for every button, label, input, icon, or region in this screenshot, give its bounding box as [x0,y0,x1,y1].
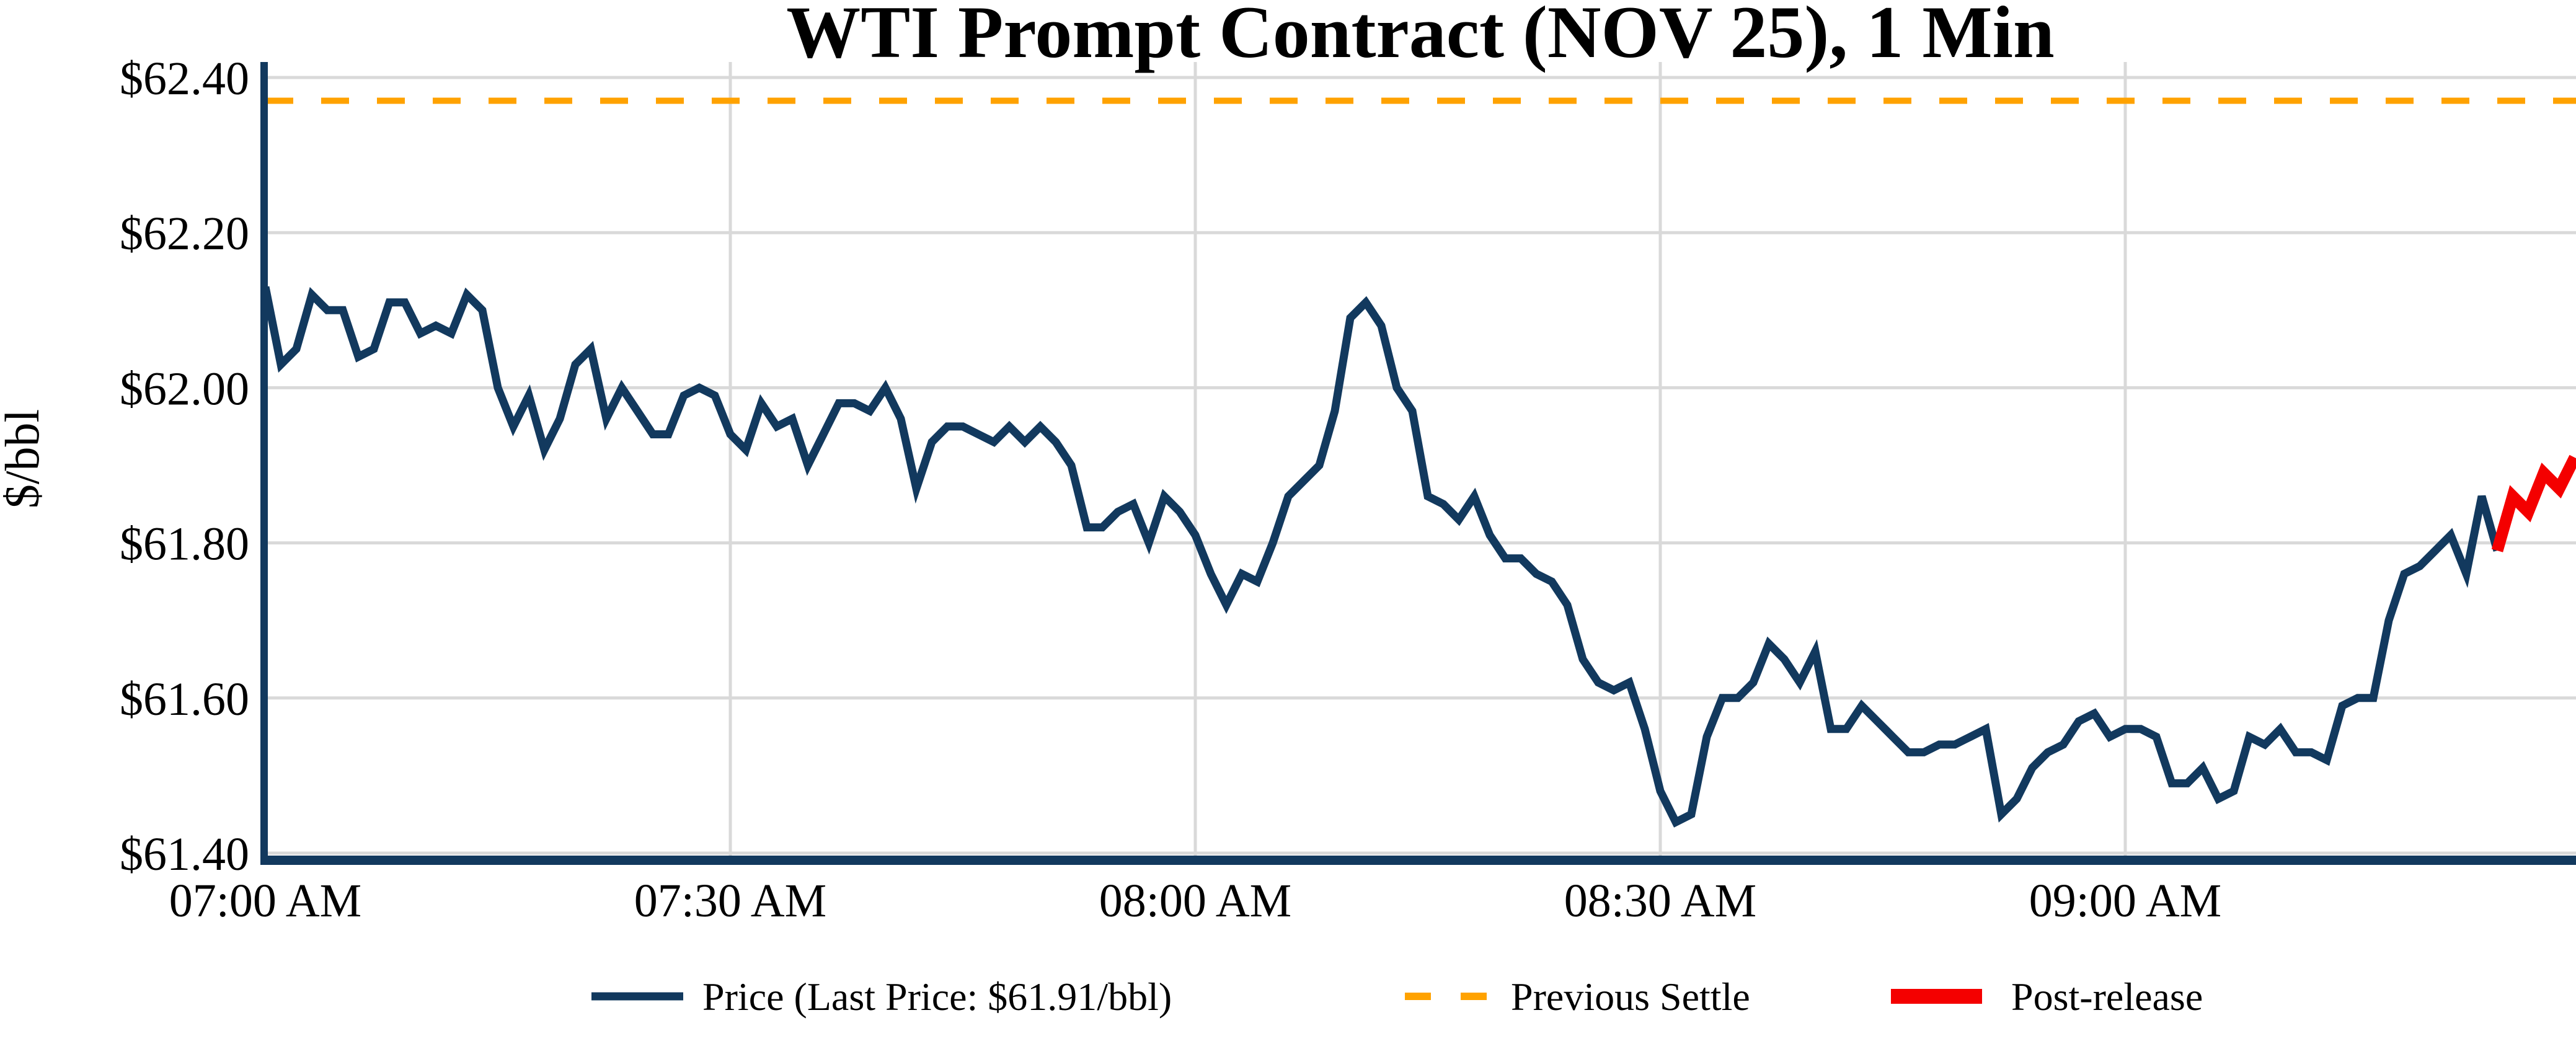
y-axis-spine [260,62,268,864]
legend-price-label: Price (Last Price: $61.91/bbl) [702,975,1172,1019]
y-tick-label: $62.00 [120,363,249,415]
y-tick-labels: $61.40 $61.60 $61.80 $62.00 $62.20 $62.40 [120,53,249,880]
y-tick-label: $61.60 [120,673,249,725]
x-tick-labels: 07:00 AM 07:30 AM 08:00 AM 08:30 AM 09:00 AM [169,875,2221,927]
price-line [261,286,2502,828]
gridlines [260,62,2576,859]
y-tick-label: $61.80 [120,518,249,570]
y-tick-label: $61.40 [120,828,249,880]
x-axis-spine [260,856,2576,865]
x-tick-label: 07:30 AM [634,875,826,927]
y-tick-label: $62.40 [120,53,249,105]
legend: Price (Last Price: $61.91/bbl) Previous … [591,975,2203,1019]
x-tick-label: 08:30 AM [1564,875,1756,927]
x-tick-label: 07:00 AM [169,875,361,927]
x-tick-label: 08:00 AM [1099,875,1291,927]
y-tick-label: $62.20 [120,208,249,260]
y-axis-label: $/bbl [0,409,49,508]
post-release-line [2491,454,2576,552]
chart-title: WTI Prompt Contract (NOV 25), 1 Min [786,0,2054,73]
legend-prev-settle-label: Previous Settle [1511,975,1750,1019]
legend-post-release-label: Post-release [2011,975,2203,1019]
x-tick-label: 09:00 AM [2029,875,2221,927]
